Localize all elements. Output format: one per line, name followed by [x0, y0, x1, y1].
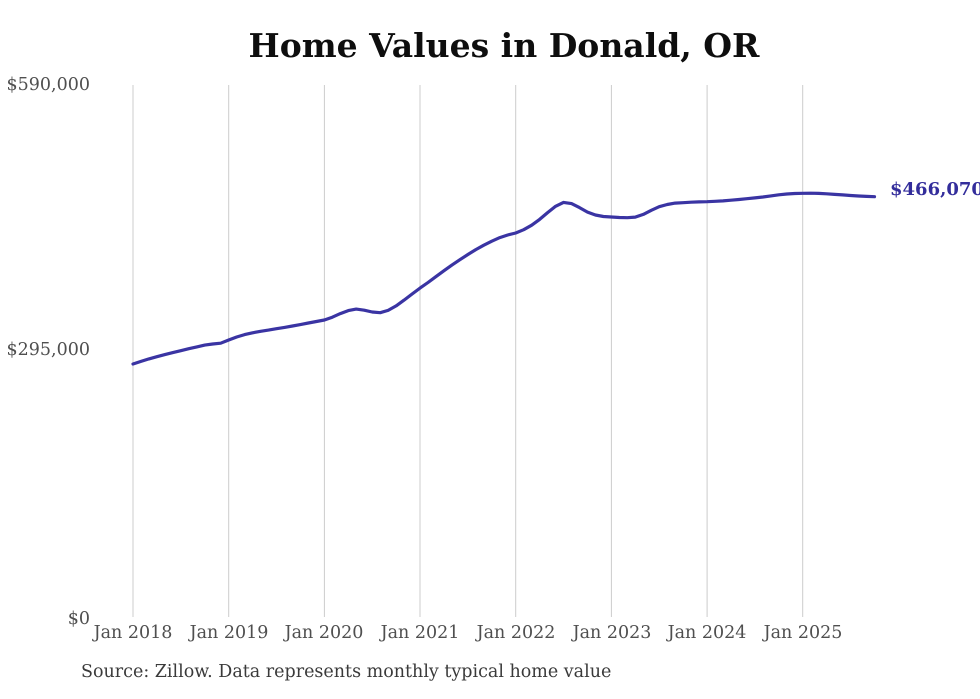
- y-tick-label-295000: $295,000: [6, 340, 90, 360]
- x-tick-label-jan-2025: Jan 2025: [763, 623, 843, 643]
- chart-title: Home Values in Donald, OR: [248, 26, 760, 65]
- x-tick-label-jan-2020: Jan 2020: [284, 623, 364, 643]
- x-tick-label-jan-2022: Jan 2022: [476, 623, 556, 643]
- x-tick-label-jan-2021: Jan 2021: [380, 623, 460, 643]
- x-tick-label-jan-2019: Jan 2019: [189, 623, 269, 643]
- y-tick-label-590000: $590,000: [6, 75, 90, 95]
- latest-value-label: $466,070: [890, 179, 980, 200]
- y-tick-label-0: $0: [67, 609, 90, 629]
- x-tick-label-jan-2023: Jan 2023: [572, 623, 652, 643]
- source-note: Source: Zillow. Data represents monthly …: [81, 662, 612, 682]
- x-tick-label-jan-2024: Jan 2024: [667, 623, 747, 643]
- home-value-line: [131, 191, 877, 366]
- x-tick-label-jan-2018: Jan 2018: [93, 623, 173, 643]
